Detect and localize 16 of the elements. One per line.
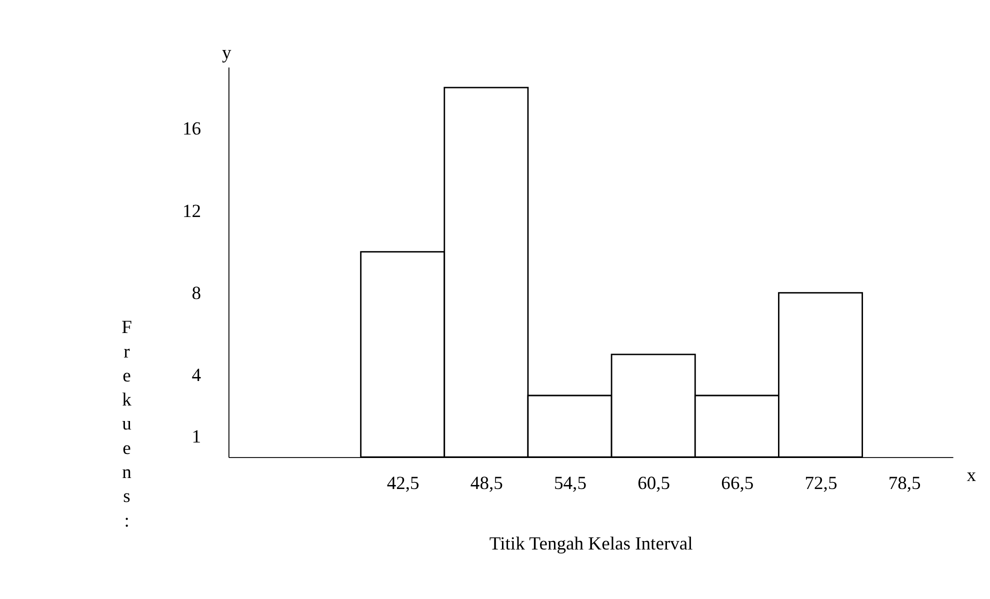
- y-tick-label: 16: [182, 118, 202, 140]
- x-tick-label: 66,5: [721, 473, 754, 494]
- text: y: [222, 42, 232, 64]
- x-tick-label: 48,5: [470, 473, 503, 494]
- y-tick-label: 8: [192, 282, 202, 304]
- x-tick-label: 60,5: [638, 473, 670, 494]
- y-tick-label: 1: [192, 426, 202, 448]
- x-tick-label: 42,5: [386, 473, 420, 494]
- x-axis-title: Titik Tengah Kelas Interval: [489, 534, 693, 554]
- y-tick-label: 12: [182, 200, 202, 222]
- text: Frekuens:: [122, 317, 132, 532]
- y-tick-label: 4: [192, 365, 202, 386]
- x-tick-label: 72,5: [804, 473, 838, 494]
- x-tick-label: 78,5: [888, 473, 921, 494]
- text: x: [966, 465, 977, 486]
- x-tick-label: 54,5: [554, 473, 586, 494]
